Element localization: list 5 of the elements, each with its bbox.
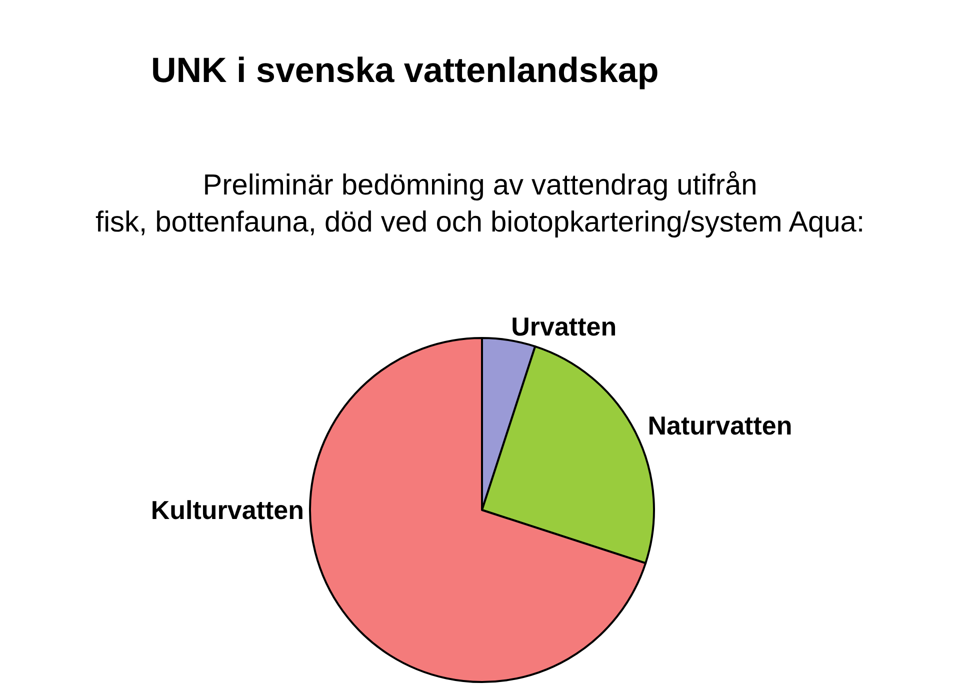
slice-label: Naturvatten: [648, 410, 792, 441]
chart-title: UNK i svenska vattenlandskap: [151, 51, 659, 90]
slice-label: Kulturvatten: [150, 495, 304, 525]
slice-label: Urvatten: [511, 311, 617, 342]
chart-subtitle: Preliminär bedömning av vattendrag utifrån fisk, bottenfauna, död ved och biotopkartering/system Aqua:: [96, 170, 864, 238]
